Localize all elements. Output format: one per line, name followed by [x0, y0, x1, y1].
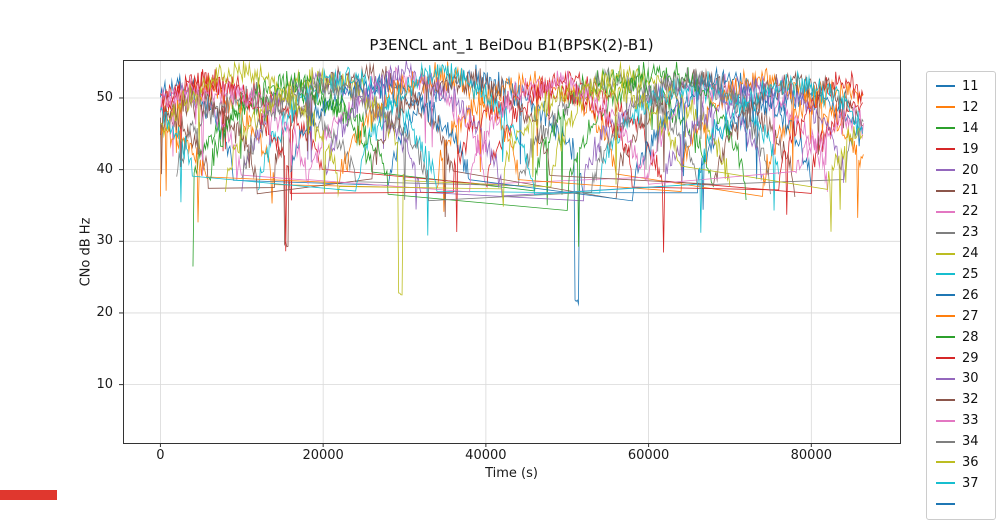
x-tick-label: 40000 — [465, 448, 507, 463]
legend-item: 28 — [936, 327, 995, 348]
legend-item: 14 — [936, 118, 995, 139]
legend-swatch — [936, 148, 955, 151]
legend-swatch — [936, 315, 955, 318]
legend-swatch — [936, 357, 955, 360]
chart-title: P3ENCL ant_1 BeiDou B1(BPSK(2)-B1) — [369, 36, 654, 54]
legend-swatch — [936, 252, 955, 255]
legend-label: 33 — [962, 413, 979, 429]
legend-label: 22 — [962, 204, 979, 220]
legend-label: 21 — [962, 183, 979, 199]
x-tick-label: 80000 — [790, 448, 832, 463]
legend-label: 25 — [962, 266, 979, 282]
legend-item: 27 — [936, 306, 995, 327]
legend-item: 32 — [936, 389, 995, 410]
y-tick-label: 20 — [96, 304, 113, 320]
legend-item: 37 — [936, 473, 995, 494]
y-tick-label: 50 — [96, 89, 113, 105]
x-tick-label: 0 — [156, 448, 165, 463]
x-axis-label: Time (s) — [485, 466, 538, 481]
legend-item: 12 — [936, 97, 995, 118]
legend-swatch — [936, 419, 955, 422]
legend-label: 30 — [962, 371, 979, 387]
legend-item: 19 — [936, 139, 995, 160]
legend-label: 34 — [962, 434, 979, 450]
legend-label: 28 — [962, 329, 979, 345]
legend-label: 23 — [962, 225, 979, 241]
legend-item: 34 — [936, 431, 995, 452]
legend-label: 32 — [962, 392, 979, 408]
legend-swatch — [936, 273, 955, 276]
legend-label: 29 — [962, 350, 979, 366]
legend-label: 12 — [962, 99, 979, 115]
legend-swatch — [936, 440, 955, 443]
legend-swatch — [936, 377, 955, 380]
legend-swatch — [936, 482, 955, 485]
legend-swatch — [936, 336, 955, 339]
y-axis-label: CNo dB Hz — [78, 217, 94, 287]
legend-label: 20 — [962, 162, 979, 178]
red-corner-element — [0, 490, 57, 500]
legend-item: 22 — [936, 201, 995, 222]
y-tick-label: 10 — [96, 376, 113, 392]
legend-item: 25 — [936, 264, 995, 285]
legend-label: 27 — [962, 308, 979, 324]
legend-swatch — [936, 210, 955, 213]
legend-swatch — [936, 169, 955, 171]
legend: 11 12 14 19 20 21 22 23 24 25 26 27 28 29 30 32 33 34 36 37 — [926, 71, 996, 520]
legend-item: 33 — [936, 410, 995, 431]
legend-item: 26 — [936, 285, 995, 306]
legend-item-partial — [936, 494, 995, 515]
legend-label: 26 — [962, 287, 979, 303]
x-tick-label: 20000 — [302, 448, 344, 463]
legend-label: 24 — [962, 246, 979, 262]
legend-swatch — [936, 189, 955, 192]
legend-swatch — [936, 231, 955, 234]
legend-swatch — [936, 398, 955, 401]
y-tick-label: 40 — [96, 161, 113, 177]
chart-canvas — [0, 0, 1000, 500]
y-tick-label: 30 — [96, 233, 113, 249]
legend-label: 37 — [962, 475, 979, 491]
legend-swatch — [936, 127, 955, 130]
legend-item: 11 — [936, 76, 995, 97]
legend-item: 24 — [936, 243, 995, 264]
legend-swatch — [936, 461, 955, 464]
legend-item: 23 — [936, 222, 995, 243]
legend-item: 29 — [936, 348, 995, 369]
legend-label: 14 — [962, 120, 979, 136]
legend-item: 21 — [936, 180, 995, 201]
legend-swatch — [936, 106, 955, 109]
legend-label: 36 — [962, 454, 979, 470]
legend-item: 36 — [936, 452, 995, 473]
legend-swatch — [936, 503, 955, 506]
legend-label: 11 — [962, 78, 979, 94]
legend-item: 20 — [936, 160, 995, 181]
legend-swatch — [936, 85, 955, 88]
legend-swatch — [936, 294, 955, 297]
legend-label: 19 — [962, 141, 979, 157]
x-tick-label: 60000 — [627, 448, 670, 463]
legend-item: 30 — [936, 368, 995, 389]
